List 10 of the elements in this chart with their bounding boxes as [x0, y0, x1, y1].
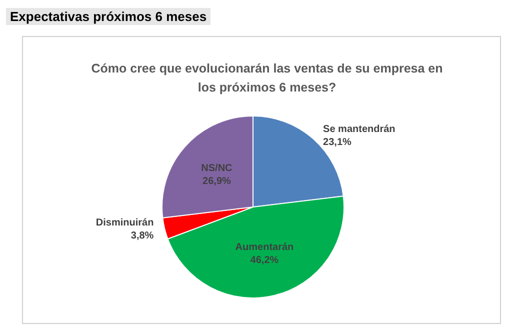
- slice-label: Se mantendrán: [323, 124, 396, 135]
- slice-label: Aumentarán: [235, 242, 294, 254]
- data-label: 46,2%: [250, 255, 279, 266]
- chart-title: Expectativas próximos 6 meses: [10, 9, 207, 24]
- data-label: 23,1%: [323, 136, 352, 148]
- chart-subtitle: Cómo cree que evolucionarán las ventas de su empresa en los próximos 6 meses?: [91, 62, 443, 94]
- slice-label: Disminuirán: [96, 217, 154, 228]
- slice-label: NS/NC: [201, 162, 232, 174]
- data-label: 3,8%: [130, 230, 154, 242]
- data-label: 26,9%: [202, 176, 232, 187]
